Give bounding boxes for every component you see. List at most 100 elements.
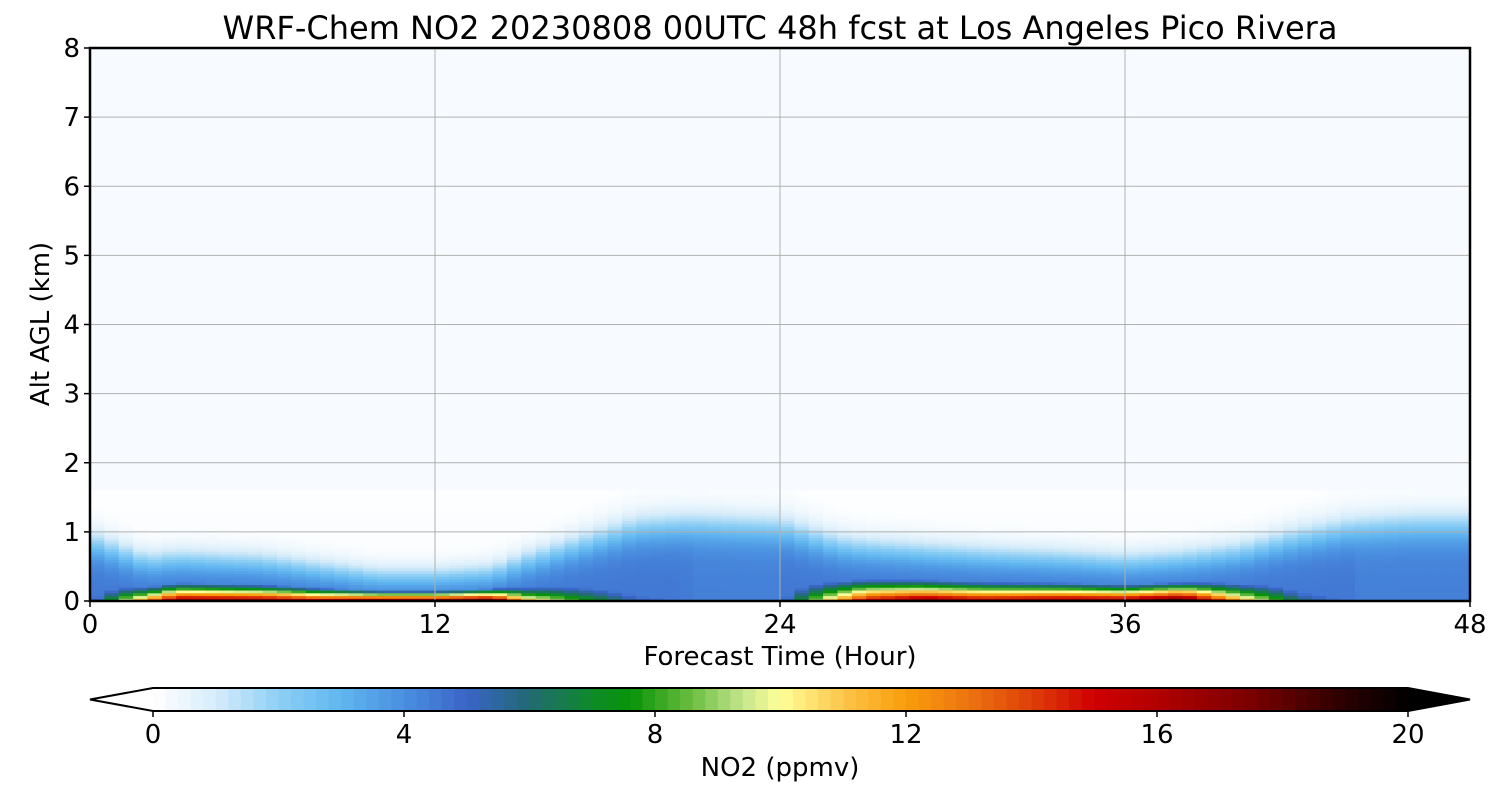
no2-cell (578, 504, 594, 508)
no2-cell (693, 542, 709, 547)
no2-cell (478, 540, 494, 544)
no2-cell (435, 565, 450, 569)
no2-cell (938, 518, 954, 522)
no2-cell (348, 565, 364, 569)
no2-cell (1383, 567, 1399, 572)
no2-cell (348, 523, 364, 527)
no2-cell (1297, 545, 1313, 550)
no2-cell (1426, 509, 1442, 514)
no2-cell (966, 548, 982, 552)
no2-cell (1455, 548, 1471, 552)
no2-cell (823, 493, 839, 497)
no2-cell (593, 501, 609, 505)
no2-cell (104, 559, 120, 563)
no2-cell (1153, 501, 1169, 505)
no2-cell (636, 506, 652, 511)
no2-cell (1053, 531, 1069, 536)
no2-cell (276, 562, 292, 566)
no2-cell (578, 567, 594, 572)
no2-cell (521, 548, 537, 552)
no2-cell (535, 542, 551, 547)
no2-cell (219, 554, 235, 558)
no2-cell (291, 567, 307, 572)
no2-cell (147, 578, 163, 583)
no2-cell (823, 592, 839, 597)
no2-cell (1369, 576, 1385, 580)
no2-cell (219, 576, 235, 580)
no2-cell (535, 509, 551, 514)
no2-cell (550, 562, 565, 566)
no2-cell (765, 529, 781, 533)
no2-cell (478, 595, 494, 599)
no2-cell (176, 548, 192, 552)
no2-cell (262, 570, 278, 574)
colorbar-segment (629, 688, 643, 711)
no2-cell (104, 495, 120, 500)
no2-cell (780, 578, 795, 583)
no2-cell (133, 565, 149, 569)
no2-cell (1038, 584, 1054, 588)
no2-cell (1426, 570, 1442, 574)
no2-cell (363, 523, 379, 527)
no2-cell (1067, 512, 1083, 516)
no2-cell (636, 531, 652, 536)
no2-cell (161, 570, 177, 574)
no2-cell (751, 515, 767, 519)
no2-cell (765, 578, 781, 583)
no2-cell (1412, 512, 1428, 516)
no2-cell (607, 501, 623, 505)
no2-cell (190, 576, 206, 580)
y-tick-label: 0 (63, 587, 80, 617)
no2-cell (1067, 589, 1083, 594)
no2-cell (866, 509, 882, 514)
no2-cell (90, 548, 105, 552)
no2-cell (564, 556, 580, 561)
no2-cell (1369, 554, 1385, 558)
no2-cell (535, 545, 551, 550)
colorbar-segment (680, 688, 694, 711)
no2-cell (233, 526, 249, 530)
no2-cell (751, 495, 767, 500)
no2-cell (90, 565, 105, 569)
no2-cell (147, 504, 163, 508)
no2-cell (808, 562, 824, 566)
no2-cell (1326, 548, 1342, 552)
no2-cell (1326, 501, 1342, 505)
no2-cell (722, 573, 738, 577)
no2-cell (808, 565, 824, 569)
no2-cell (1355, 545, 1370, 550)
no2-cell (205, 542, 220, 547)
no2-cell (880, 501, 896, 505)
no2-cell (161, 531, 177, 536)
no2-cell (794, 567, 810, 572)
no2-cell (363, 529, 379, 533)
colorbar-segment (1207, 688, 1221, 711)
no2-cell (463, 551, 479, 555)
no2-cell (564, 506, 580, 511)
no2-cell (665, 565, 680, 569)
no2-cell (334, 578, 350, 583)
no2-cell (837, 573, 853, 577)
no2-cell (147, 581, 163, 585)
no2-cell (1412, 545, 1428, 550)
no2-cell (262, 573, 278, 577)
no2-cell (262, 556, 278, 561)
no2-cell (1038, 501, 1054, 505)
no2-cell (478, 581, 494, 585)
no2-cell (1225, 556, 1241, 561)
no2-cell (1153, 551, 1169, 555)
no2-cell (1268, 531, 1284, 536)
no2-cell (995, 559, 1011, 563)
no2-cell (1110, 520, 1126, 525)
no2-cell (1369, 523, 1385, 527)
no2-cell (1326, 556, 1342, 561)
no2-cell (1196, 551, 1212, 555)
no2-cell (334, 529, 350, 533)
no2-cell (133, 515, 149, 519)
no2-cell (952, 506, 968, 511)
no2-cell (550, 565, 565, 569)
no2-cell (1426, 565, 1442, 569)
no2-cell (564, 509, 580, 514)
no2-cell (1053, 573, 1069, 577)
no2-cell (363, 490, 379, 494)
